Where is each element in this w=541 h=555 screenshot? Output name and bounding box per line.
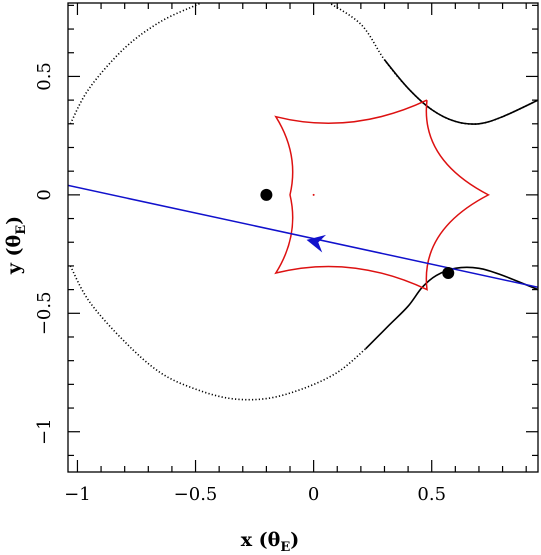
plot-area <box>68 3 538 401</box>
critical-curve-lower-dotted <box>69 265 367 401</box>
source-trajectory <box>68 184 538 288</box>
plot-frame <box>67 2 539 473</box>
trajectory-arrow <box>306 234 327 253</box>
x-tick-label: −1 <box>64 484 91 505</box>
critical-curve-upper-right <box>327 3 538 125</box>
lens-1 <box>260 188 273 201</box>
lens-2 <box>442 267 455 280</box>
plot-marks <box>68 3 538 401</box>
y-tick-label: −0.5 <box>34 291 55 335</box>
y-axis-title: y (θE) <box>3 216 29 275</box>
x-tick-label: −0.5 <box>174 484 218 505</box>
y-tick-label: −1 <box>34 418 55 445</box>
x-axis-title-subscript: E <box>280 540 290 555</box>
critical-curve-upper-right-solid <box>383 59 538 125</box>
y-tick-label: 0.5 <box>34 62 55 91</box>
centre-dot <box>312 193 315 196</box>
critical-curve-upper-left <box>69 3 204 125</box>
y-axis-title-subscript: E <box>14 225 29 235</box>
caustic <box>274 99 491 291</box>
x-axis-title: x (θE) <box>241 529 300 555</box>
critical-curve-lower-solid <box>365 266 538 350</box>
x-tick-label: 0.5 <box>417 484 446 505</box>
x-tick-label: 0 <box>308 484 319 505</box>
y-tick-label: 0 <box>34 189 55 200</box>
axes: −1 −0.5 0 0.5 −1 −0.5 0 0.5 <box>34 2 539 505</box>
